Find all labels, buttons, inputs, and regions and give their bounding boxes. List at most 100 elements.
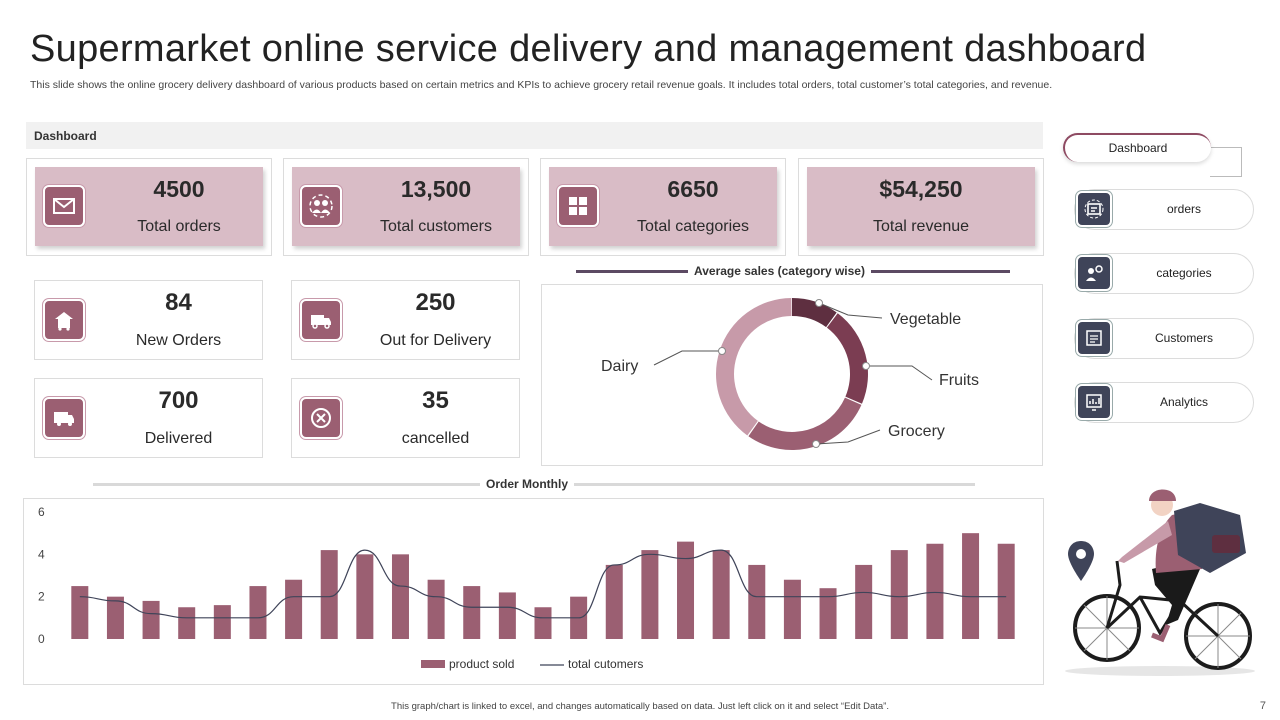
donut-segment-dairy	[716, 298, 792, 436]
stat-card-delivered[interactable]: 700 Delivered	[34, 378, 263, 458]
marker-fruits	[862, 362, 870, 370]
donut-segment-vegetable	[792, 298, 837, 328]
bar-product-sold	[962, 533, 980, 639]
stat-label: Out for Delivery	[379, 332, 492, 349]
avg-sales-title: Average sales (category wise)	[688, 264, 871, 278]
donut-segment-fruits	[826, 313, 868, 404]
stat-card-new-orders[interactable]: 84 New Orders	[34, 280, 263, 360]
stat-card-cancelled[interactable]: 35 cancelled	[291, 378, 520, 458]
bar-product-sold	[285, 579, 303, 639]
kpi-card-total-revenue[interactable]: $54,250 Total revenue	[798, 158, 1044, 256]
y-tick-label: 2	[38, 590, 45, 604]
stat-label: Delivered	[144, 430, 213, 447]
dashboard-header-label: Dashboard	[34, 129, 97, 143]
nav-orders[interactable]: orders	[1074, 189, 1254, 230]
page-title: Supermarket online service delivery and …	[30, 28, 1147, 70]
envelope-icon	[43, 185, 85, 227]
marker-vegetable	[815, 299, 823, 307]
kpi-label: Total orders	[137, 218, 221, 235]
truck-icon	[43, 397, 85, 439]
donut-ring	[716, 298, 868, 450]
leader-grocery	[815, 429, 881, 445]
kpi-label: Total revenue	[872, 218, 970, 235]
van-icon	[300, 299, 342, 341]
y-tick-label: 0	[38, 632, 45, 646]
analytics-icon	[1076, 384, 1112, 420]
legend-label-product-sold: product sold	[449, 657, 514, 671]
leader-dairy	[653, 350, 722, 366]
bar-product-sold	[855, 564, 873, 639]
stat-value: 700	[158, 387, 199, 414]
cancel-icon	[300, 397, 342, 439]
donut-segment-grocery	[748, 397, 862, 450]
kpi-card-inner: $54,250 Total revenue	[807, 167, 1035, 246]
bar-product-sold	[534, 607, 552, 639]
y-tick-label: 4	[38, 547, 45, 561]
bar-product-sold	[819, 588, 837, 639]
stat-value: 35	[422, 387, 449, 414]
kpi-card-inner: 6650 Total categories	[549, 167, 777, 246]
nav-orders-label: orders	[1166, 202, 1201, 216]
customers-list-icon	[1076, 320, 1112, 356]
kpi-value: 13,500	[400, 176, 472, 202]
house-cart-icon	[43, 299, 85, 341]
kpi-card-total-customers[interactable]: 13,500 Total customers	[283, 158, 529, 256]
leader-vegetable	[818, 302, 883, 319]
customers-icon	[300, 185, 342, 227]
page-subtitle: This slide shows the online grocery deli…	[30, 79, 1053, 91]
kpi-card-inner: 13,500 Total customers	[292, 167, 520, 246]
bar-product-sold	[249, 586, 267, 639]
donut-chart-panel: Vegetable Fruits Grocery Dairy	[541, 284, 1043, 466]
orders-icon	[1076, 191, 1112, 227]
kpi-card-inner: 4500 Total orders	[35, 167, 263, 246]
stat-value: 250	[415, 289, 456, 316]
bar-product-sold	[213, 605, 231, 639]
donut-label-fruits: Fruits	[939, 372, 979, 389]
bar-product-sold	[71, 586, 89, 639]
nav-customers[interactable]: Customers	[1074, 318, 1254, 359]
bar-product-sold	[677, 541, 695, 639]
footer-note: This graph/chart is linked to excel, and…	[391, 701, 889, 712]
bar-product-sold	[498, 592, 516, 639]
grid-icon	[557, 185, 599, 227]
bar-product-sold	[712, 550, 730, 639]
bar-product-sold	[997, 543, 1015, 639]
kpi-value: $54,250	[879, 176, 963, 202]
legend-swatch-product-sold	[421, 660, 445, 668]
marker-dairy	[718, 347, 726, 355]
order-monthly-chart-panel: 0 2 4 6 product sold total cutomers	[23, 498, 1044, 685]
nav-categories[interactable]: categories	[1074, 253, 1254, 294]
line-total-customers	[79, 549, 1007, 619]
marker-grocery	[812, 440, 820, 448]
bar-product-sold	[356, 554, 374, 639]
bar-product-sold	[142, 600, 160, 639]
donut-label-vegetable: Vegetable	[890, 311, 962, 328]
kpi-value: 4500	[153, 176, 205, 202]
bar-product-sold	[783, 579, 801, 639]
categories-icon	[1076, 255, 1112, 291]
kpi-card-total-orders[interactable]: 4500 Total orders	[26, 158, 272, 256]
bar-product-sold	[926, 543, 944, 639]
page-number: 7	[1259, 700, 1266, 712]
kpi-value: 6650	[667, 176, 719, 202]
donut-label-grocery: Grocery	[888, 423, 945, 440]
donut-label-dairy: Dairy	[601, 358, 639, 375]
kpi-label: Total customers	[379, 218, 493, 235]
nav-analytics[interactable]: Analytics	[1074, 382, 1254, 423]
nav-dashboard-button[interactable]: Dashboard	[1063, 133, 1211, 162]
kpi-label: Total categories	[636, 218, 750, 235]
y-tick-label: 6	[38, 505, 45, 519]
bar-product-sold	[178, 607, 196, 639]
bar-product-sold	[427, 579, 445, 639]
order-monthly-title: Order Monthly	[480, 477, 575, 491]
bar-product-sold	[106, 596, 124, 639]
leader-fruits	[866, 365, 933, 381]
stat-label: cancelled	[401, 430, 470, 447]
kpi-card-total-categories[interactable]: 6650 Total categories	[540, 158, 786, 256]
stat-card-out-for-delivery[interactable]: 250 Out for Delivery	[291, 280, 520, 360]
bar-product-sold	[391, 554, 409, 639]
delivery-rider-illustration	[1065, 489, 1255, 676]
stat-value: 84	[165, 289, 192, 316]
nav-analytics-label: Analytics	[1159, 395, 1209, 409]
bar-product-sold	[641, 550, 659, 639]
